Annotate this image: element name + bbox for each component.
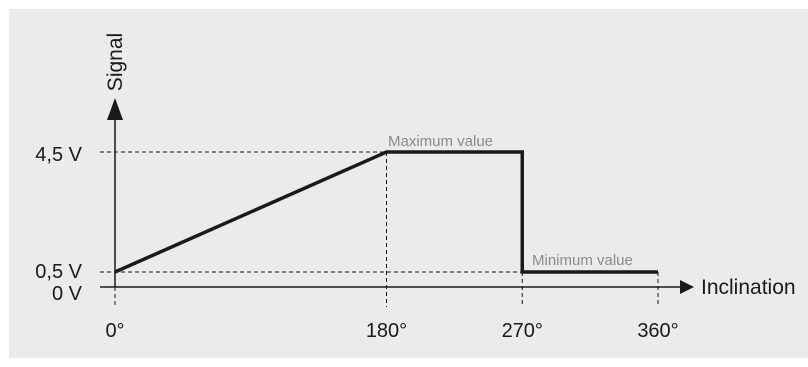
y-tick-label-2: 4,5 V xyxy=(35,144,82,166)
labels-group: Signal Inclination Maximum value Minimum… xyxy=(104,33,796,299)
tick-labels: 0° 180° 270° 360° 0 V0,5 V 4,5 V xyxy=(35,144,678,342)
x-axis-label: Inclination xyxy=(701,276,796,299)
x-tick-label-0: 0° xyxy=(105,320,124,342)
y-tick-label-0: 0 V xyxy=(52,283,83,305)
axes xyxy=(100,98,694,294)
guide-lines xyxy=(100,151,659,307)
chart-panel xyxy=(9,9,808,358)
x-tick-label-1: 180° xyxy=(366,320,407,342)
min-annotation: Minimum value xyxy=(532,252,633,269)
x-tick-label-3: 360° xyxy=(637,320,678,342)
series-group xyxy=(114,150,659,274)
x-axis-arrow xyxy=(680,280,694,294)
y-tick-label-1: 0,5 V xyxy=(35,261,82,283)
x-tick-label-2: 270° xyxy=(502,320,543,342)
y-axis-arrow xyxy=(107,98,123,120)
max-annotation: Maximum value xyxy=(388,133,493,150)
y-axis-label: Signal xyxy=(104,33,127,91)
